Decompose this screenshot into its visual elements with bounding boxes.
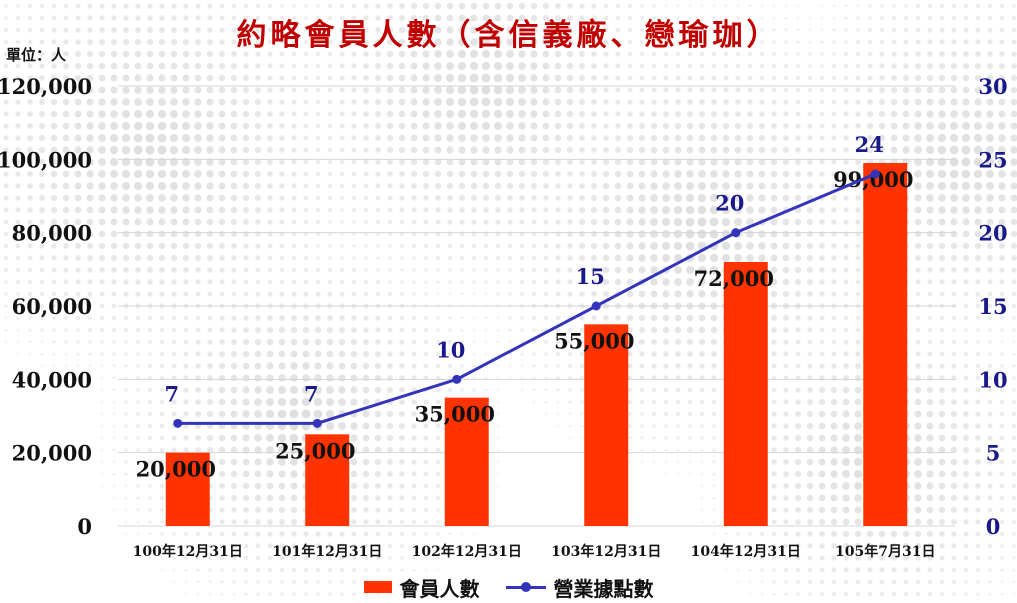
legend: 會員人數 營業據點數 (0, 573, 1017, 602)
x-tick-label: 105年7月31日 (835, 543, 935, 560)
y-left-tick-label: 0 (77, 514, 92, 539)
bar-data-label: 55,000 (554, 328, 634, 353)
line-point (173, 418, 183, 428)
line-data-label: 7 (164, 381, 179, 406)
line-data-label: 15 (576, 264, 605, 289)
bar-data-label: 20,000 (136, 457, 216, 482)
chart-title: 約略會員人數（含信義廠、戀瑜珈） (236, 18, 781, 53)
line-data-label: 24 (855, 132, 884, 157)
line-data-label: 7 (304, 381, 319, 406)
y-left-tick-label: 80,000 (12, 221, 92, 246)
legend-label-members: 會員人數 (399, 576, 480, 601)
x-tick-label: 101年12月31日 (272, 543, 382, 560)
bar-data-label: 72,000 (694, 266, 774, 291)
y-left-tick-label: 40,000 (12, 367, 92, 392)
bar-data-label: 35,000 (415, 402, 495, 427)
bar (165, 452, 210, 526)
line-point (591, 301, 601, 311)
legend-bar-swatch (363, 581, 392, 593)
x-tick-label: 104年12月31日 (691, 543, 801, 560)
legend-label-locations: 營業據點數 (553, 576, 654, 601)
line-point (870, 169, 880, 179)
line-data-label: 10 (436, 337, 465, 362)
legend-line-swatch (505, 581, 546, 593)
y-left-tick-label: 60,000 (12, 294, 92, 319)
x-tick-label: 100年12月31日 (133, 543, 243, 560)
y-right-tick-label: 25 (978, 147, 1007, 172)
y-right-tick-label: 30 (978, 74, 1007, 99)
y-right-tick-label: 0 (986, 514, 1001, 539)
y-right-tick-label: 5 (986, 441, 1001, 466)
legend-item-locations: 營業據點數 (505, 573, 654, 602)
y-left-tick-label: 100,000 (0, 147, 92, 172)
y-right-tick-label: 15 (978, 294, 1007, 319)
y-left-tick-label: 20,000 (12, 441, 92, 466)
line-point (731, 228, 741, 238)
x-tick-label: 102年12月31日 (412, 543, 522, 560)
line-point (452, 374, 462, 384)
legend-item-members: 會員人數 (363, 573, 480, 602)
bar (444, 397, 489, 526)
y-right-tick-label: 20 (978, 221, 1007, 246)
line-data-label: 20 (715, 191, 744, 216)
y-right-tick-label: 10 (978, 367, 1007, 392)
unit-label: 單位：人 (6, 46, 67, 64)
bar (305, 434, 350, 526)
bar-data-label: 25,000 (275, 438, 355, 463)
bar (723, 262, 768, 526)
y-left-tick-label: 120,000 (0, 74, 92, 99)
series-line-locations (177, 172, 876, 425)
x-tick-label: 103年12月31日 (551, 543, 661, 560)
bar (863, 163, 908, 526)
bar (584, 324, 629, 526)
line-point (312, 418, 322, 428)
